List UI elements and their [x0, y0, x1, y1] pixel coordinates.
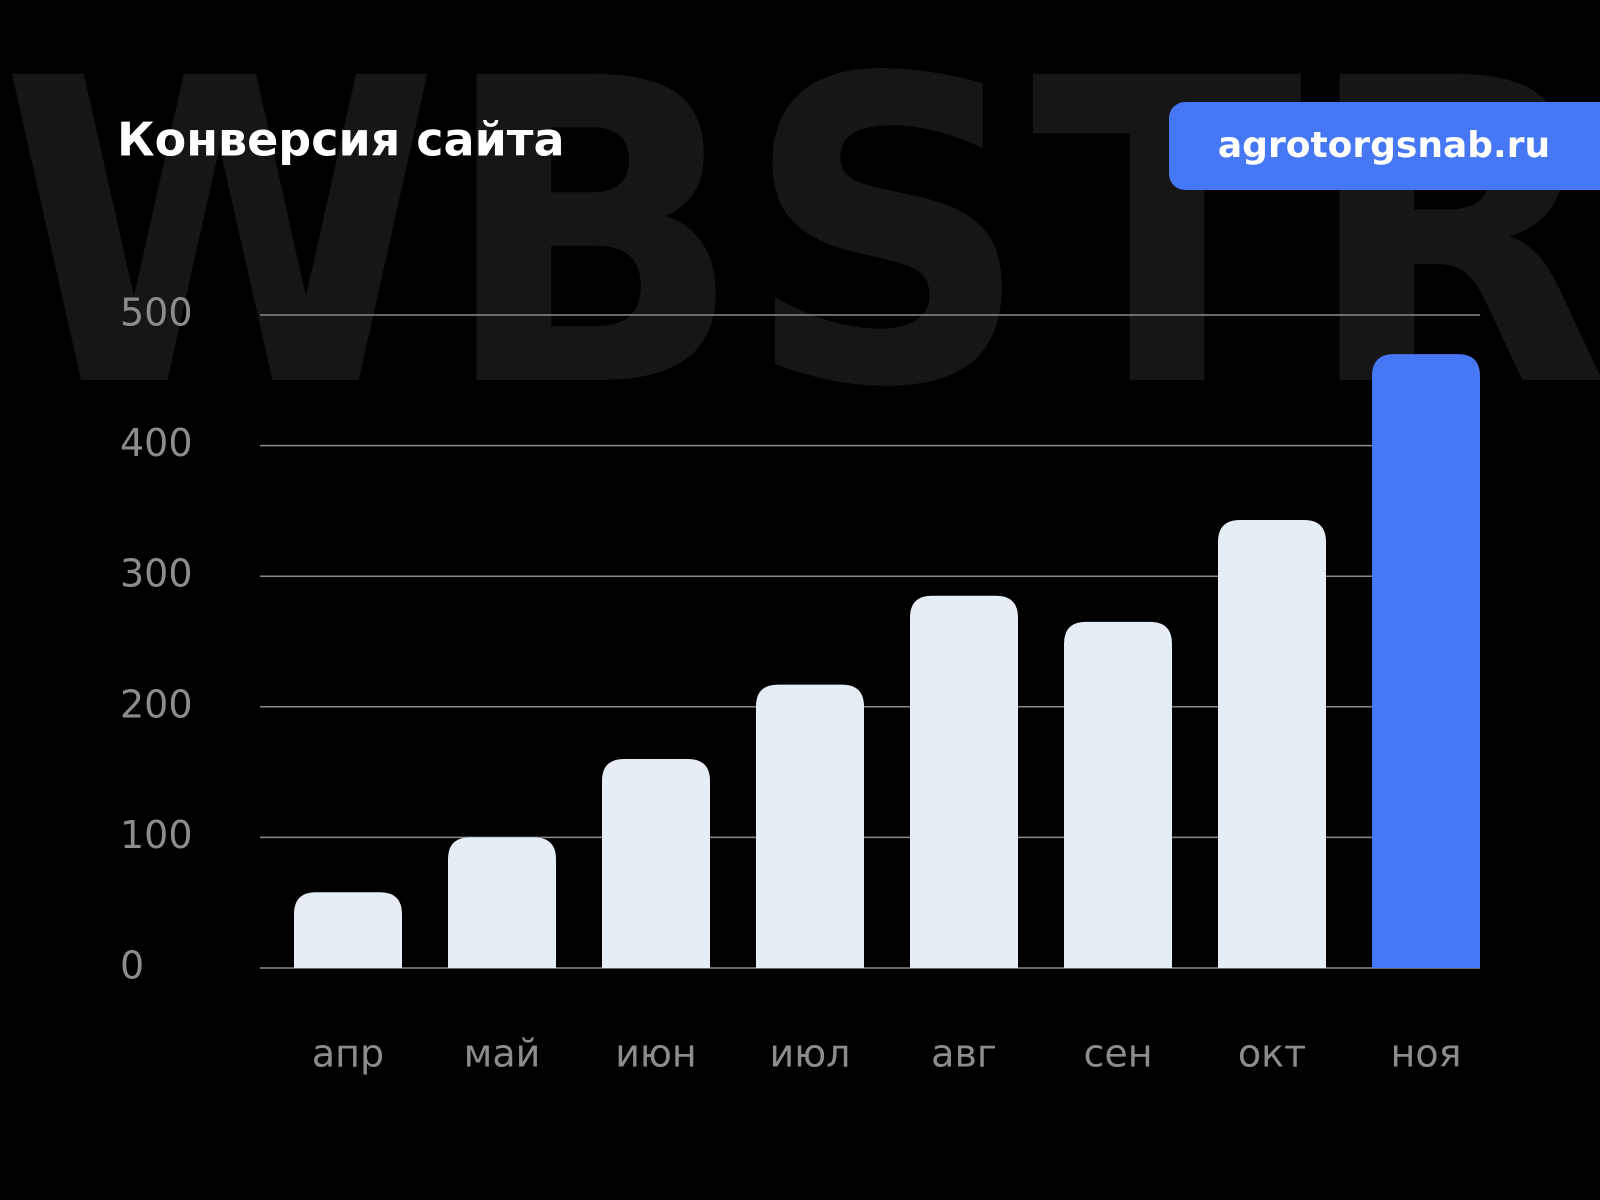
bar — [1372, 354, 1480, 968]
badge-text: agrotorgsnab.ru — [1218, 125, 1550, 166]
bar — [294, 892, 402, 968]
bar — [756, 684, 864, 968]
bar — [448, 837, 556, 968]
y-tick-label: 200 — [120, 682, 193, 726]
x-tick-label: сен — [1083, 1032, 1152, 1076]
x-tick-label: июн — [615, 1032, 697, 1076]
x-tick-label: окт — [1238, 1032, 1306, 1076]
x-tick-label: авг — [931, 1032, 997, 1076]
bar — [602, 759, 710, 968]
bar — [910, 595, 1018, 968]
y-tick-label: 0 — [120, 944, 144, 988]
chart-title: Конверсия сайта — [117, 113, 565, 167]
x-tick-label: ноя — [1391, 1032, 1462, 1076]
bar — [1064, 621, 1172, 968]
watermark: WBSTR — [0, 0, 1600, 480]
y-tick-label: 400 — [120, 421, 193, 465]
y-tick-label: 300 — [120, 552, 193, 596]
bar — [1218, 520, 1326, 968]
x-tick-label: апр — [312, 1032, 384, 1076]
x-tick-label: май — [464, 1032, 541, 1076]
y-tick-label: 100 — [120, 813, 193, 857]
y-tick-label: 500 — [120, 291, 193, 335]
x-tick-label: июл — [770, 1032, 851, 1076]
badge — [1169, 102, 1600, 190]
